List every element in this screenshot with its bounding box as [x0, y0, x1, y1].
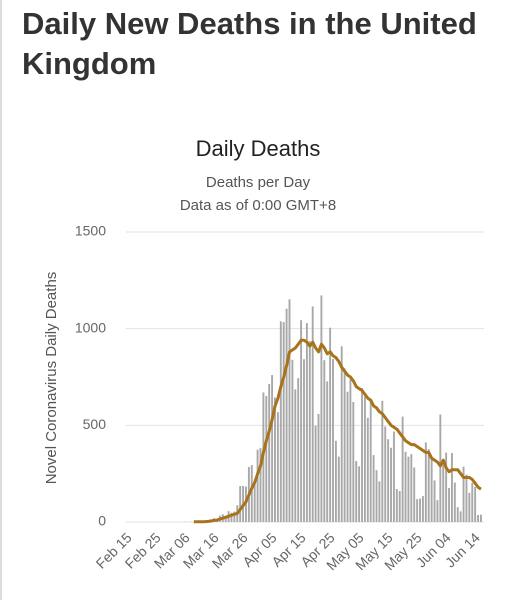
bar — [259, 448, 262, 522]
chart-subtitle: Deaths per Day — [206, 174, 311, 191]
bar — [346, 391, 349, 522]
chart-note: Data as of 0:00 GMT+8 — [180, 197, 336, 214]
bar — [326, 381, 329, 522]
bar — [282, 322, 285, 522]
bar — [355, 461, 358, 522]
bar — [233, 511, 236, 522]
y-tick-label: 1000 — [75, 319, 106, 335]
bar — [480, 514, 482, 522]
bar — [375, 470, 378, 522]
bar — [398, 491, 401, 522]
bar — [320, 295, 323, 522]
moving-average-line — [193, 338, 482, 524]
bar — [239, 486, 242, 522]
bar — [407, 456, 410, 522]
bar — [387, 439, 390, 522]
y-tick-label: 500 — [83, 416, 107, 432]
bar — [390, 447, 392, 522]
bar — [430, 459, 433, 522]
bar — [349, 379, 352, 522]
bar — [230, 512, 233, 522]
bar — [317, 413, 320, 522]
bar — [369, 400, 372, 522]
bar — [343, 368, 346, 522]
bar — [305, 323, 308, 522]
bar — [474, 487, 477, 522]
chart-title: Daily Deaths — [196, 136, 321, 161]
bar — [419, 498, 421, 522]
bar — [456, 507, 459, 522]
bar — [401, 416, 404, 522]
bar — [303, 359, 305, 522]
bar — [314, 425, 317, 522]
bar — [471, 482, 474, 522]
bar — [329, 327, 332, 522]
bar — [477, 515, 479, 522]
bar — [311, 306, 314, 522]
y-tick-label: 0 — [98, 513, 106, 529]
bar — [274, 397, 276, 522]
bar — [416, 499, 419, 522]
bar — [337, 456, 340, 522]
bar — [436, 500, 439, 522]
bar — [268, 383, 271, 522]
bar — [291, 359, 294, 522]
bar — [424, 442, 427, 522]
bar — [265, 395, 268, 522]
bar — [334, 440, 337, 522]
bar — [308, 341, 311, 522]
bar — [427, 449, 430, 522]
bar — [323, 360, 326, 522]
bar — [384, 426, 387, 522]
bar — [285, 308, 288, 522]
bar — [276, 412, 279, 522]
bar — [300, 320, 303, 522]
bar — [250, 465, 253, 522]
bar — [392, 431, 395, 522]
edge — [0, 0, 2, 600]
bar — [352, 401, 355, 522]
bar — [442, 459, 445, 522]
bar — [433, 480, 436, 522]
bar — [465, 474, 468, 522]
bar — [453, 482, 456, 522]
bar — [378, 481, 381, 522]
bar — [256, 449, 259, 522]
bar — [421, 496, 424, 522]
bar — [445, 452, 448, 522]
bar — [253, 480, 256, 522]
page-title: Daily New Deaths in the United Kingdom — [22, 6, 477, 81]
bar — [468, 492, 471, 522]
y-tick-label: 1500 — [75, 223, 106, 239]
bar — [332, 359, 334, 522]
bar — [297, 378, 300, 522]
bar — [410, 454, 413, 522]
bar — [395, 489, 398, 522]
bar — [439, 414, 442, 522]
bar — [279, 321, 282, 522]
bar — [462, 466, 465, 522]
bar — [459, 511, 462, 522]
bar — [448, 487, 450, 522]
bar — [372, 455, 375, 522]
bar — [366, 417, 369, 522]
bar — [358, 466, 361, 522]
bar — [294, 389, 297, 522]
bar — [340, 346, 343, 522]
bar — [363, 396, 366, 522]
y-axis-label: Novel Coronavirus Daily Deaths — [43, 272, 60, 485]
bar — [271, 375, 274, 522]
bar — [361, 388, 363, 522]
bar — [288, 299, 291, 522]
bar — [404, 451, 407, 522]
bar — [450, 452, 453, 522]
bar — [245, 486, 247, 522]
bar — [381, 400, 384, 522]
bar — [413, 467, 416, 522]
